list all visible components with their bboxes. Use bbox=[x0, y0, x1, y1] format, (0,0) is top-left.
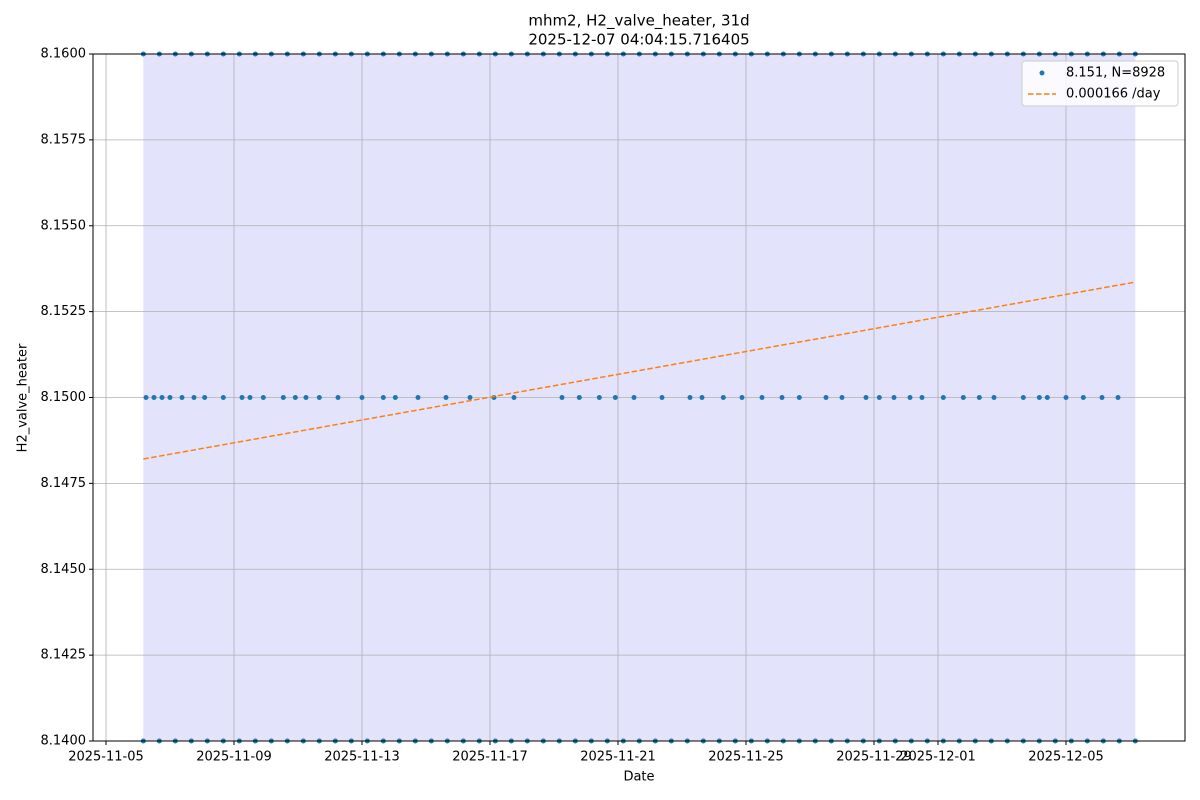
y-tick-label: 8.1550 bbox=[41, 218, 87, 233]
data-point bbox=[220, 395, 226, 400]
data-point bbox=[316, 395, 322, 400]
data-point bbox=[596, 395, 602, 400]
data-point bbox=[631, 395, 637, 400]
data-point bbox=[907, 395, 913, 400]
data-point bbox=[1099, 395, 1105, 400]
data-point bbox=[891, 395, 897, 400]
data-point bbox=[179, 395, 185, 400]
axes-frame bbox=[92, 53, 1186, 742]
data-point bbox=[699, 395, 705, 400]
y-tick-label: 8.1400 bbox=[41, 734, 87, 749]
y-tick-label: 8.1525 bbox=[41, 304, 87, 319]
x-tick-label: 2025-11-25 bbox=[708, 750, 784, 765]
data-point bbox=[976, 395, 982, 400]
x-tick-label: 2025-12-01 bbox=[900, 750, 976, 765]
data-point bbox=[1044, 395, 1050, 400]
data-point bbox=[796, 395, 802, 400]
data-point bbox=[739, 395, 745, 400]
data-point bbox=[392, 395, 398, 400]
x-tick-label: 2025-12-05 bbox=[1028, 750, 1104, 765]
data-point bbox=[467, 395, 473, 400]
x-tick-label: 2025-11-17 bbox=[452, 750, 528, 765]
data-point bbox=[335, 395, 341, 400]
data-point bbox=[151, 395, 157, 400]
chart-subtitle: 2025-12-07 04:04:15.716405 bbox=[528, 31, 749, 49]
data-point bbox=[260, 395, 266, 400]
data-point bbox=[1115, 395, 1121, 400]
data-point bbox=[292, 395, 298, 400]
data-point bbox=[167, 395, 173, 400]
data-point bbox=[991, 395, 997, 400]
data-point bbox=[1063, 395, 1069, 400]
data-point bbox=[511, 395, 517, 400]
y-axis-label: H2_valve_heater bbox=[16, 343, 31, 452]
legend-box bbox=[1021, 60, 1179, 107]
data-point bbox=[280, 395, 286, 400]
x-tick-label: 2025-11-29 bbox=[836, 750, 912, 765]
data-point bbox=[202, 395, 208, 400]
data-point bbox=[720, 395, 726, 400]
data-point bbox=[576, 395, 582, 400]
y-tick-label: 8.1575 bbox=[41, 132, 87, 147]
chart-title: mhm2, H2_valve_heater, 31d bbox=[528, 12, 749, 31]
y-tick-label: 8.1500 bbox=[41, 390, 87, 405]
y-tick-label: 8.1425 bbox=[41, 648, 87, 663]
x-tick-label: 2025-11-05 bbox=[68, 750, 144, 765]
data-point bbox=[863, 395, 869, 400]
data-point bbox=[559, 395, 565, 400]
data-point bbox=[876, 395, 882, 400]
data-point bbox=[823, 395, 829, 400]
data-point bbox=[940, 395, 946, 400]
data-point bbox=[919, 395, 925, 400]
data-point bbox=[303, 395, 309, 400]
x-tick-label: 2025-11-21 bbox=[580, 750, 656, 765]
data-point bbox=[779, 395, 785, 400]
data-point bbox=[659, 395, 665, 400]
data-point bbox=[759, 395, 765, 400]
data-point bbox=[687, 395, 693, 400]
data-point bbox=[612, 395, 618, 400]
data-point bbox=[247, 395, 253, 400]
data-point bbox=[960, 395, 966, 400]
data-point bbox=[359, 395, 365, 400]
x-axis-label: Date bbox=[623, 770, 654, 785]
data-point bbox=[443, 395, 449, 400]
y-tick-label: 8.1450 bbox=[41, 562, 87, 577]
data-point bbox=[143, 395, 149, 400]
y-tick-label: 8.1600 bbox=[41, 47, 87, 62]
data-point bbox=[415, 395, 421, 400]
data-point bbox=[239, 395, 245, 400]
legend-label: 8.151, N=8928 bbox=[1066, 66, 1165, 81]
data-point bbox=[1080, 395, 1086, 400]
legend-label: 0.000166 /day bbox=[1066, 87, 1161, 102]
x-tick-label: 2025-11-09 bbox=[196, 750, 272, 765]
data-point bbox=[1020, 395, 1026, 400]
data-point bbox=[159, 395, 165, 400]
data-point bbox=[839, 395, 845, 400]
data-point bbox=[1036, 395, 1042, 400]
legend-marker bbox=[1039, 70, 1045, 76]
data-point bbox=[191, 395, 197, 400]
y-tick-label: 8.1475 bbox=[41, 476, 87, 491]
x-tick-label: 2025-11-13 bbox=[324, 750, 400, 765]
data-point bbox=[380, 395, 386, 400]
